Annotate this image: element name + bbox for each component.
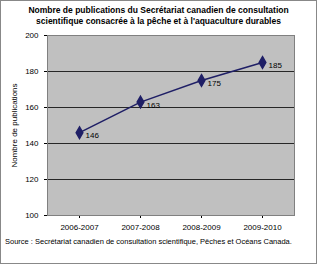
- svg-text:175: 175: [208, 79, 222, 88]
- svg-text:2008-2009: 2008-2009: [182, 223, 221, 232]
- svg-text:2009-2010: 2009-2010: [243, 223, 282, 232]
- svg-text:200: 200: [25, 31, 39, 40]
- html-text:Nombre de publications du Secr: Nombre de publications du Secrétariat ca…: [28, 5, 289, 26]
- svg-text:Nombre de publications: Nombre de publications: [10, 83, 19, 167]
- svg-text:146: 146: [86, 131, 100, 140]
- svg-text:100: 100: [25, 211, 39, 220]
- svg-text:185: 185: [269, 61, 283, 70]
- svg-text:2007-2008: 2007-2008: [121, 223, 160, 232]
- svg-text:160: 160: [25, 103, 39, 112]
- svg-text:140: 140: [25, 139, 39, 148]
- svg-text:120: 120: [25, 175, 39, 184]
- html-text:Source : Secrétariat canadien: Source : Secrétariat canadien de consult…: [5, 237, 292, 246]
- svg-text:180: 180: [25, 67, 39, 76]
- svg-text:163: 163: [147, 101, 161, 110]
- svg-text:2006-2007: 2006-2007: [60, 223, 99, 232]
